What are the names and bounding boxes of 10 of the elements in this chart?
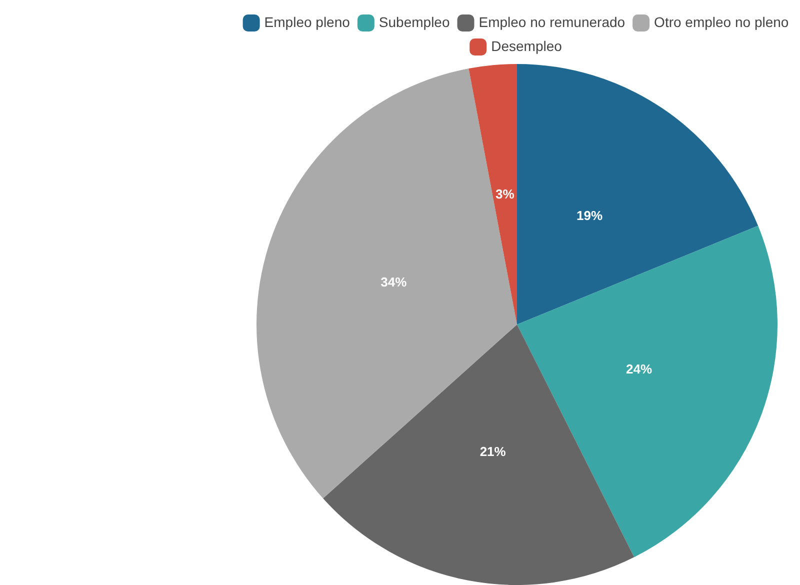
legend-label: Empleo no remunerado [478,14,626,30]
legend-label: Desempleo [491,38,562,54]
data-label: 21% [480,444,506,460]
data-label: 3% [495,186,515,202]
data-label: 24% [626,362,652,377]
legend-label: Subempleo [378,14,450,30]
legend-label: Empleo pleno [264,14,350,30]
data-label: 19% [576,208,604,223]
data-label: 34% [380,274,408,290]
legend-label: Otro empleo no pleno [654,14,789,30]
